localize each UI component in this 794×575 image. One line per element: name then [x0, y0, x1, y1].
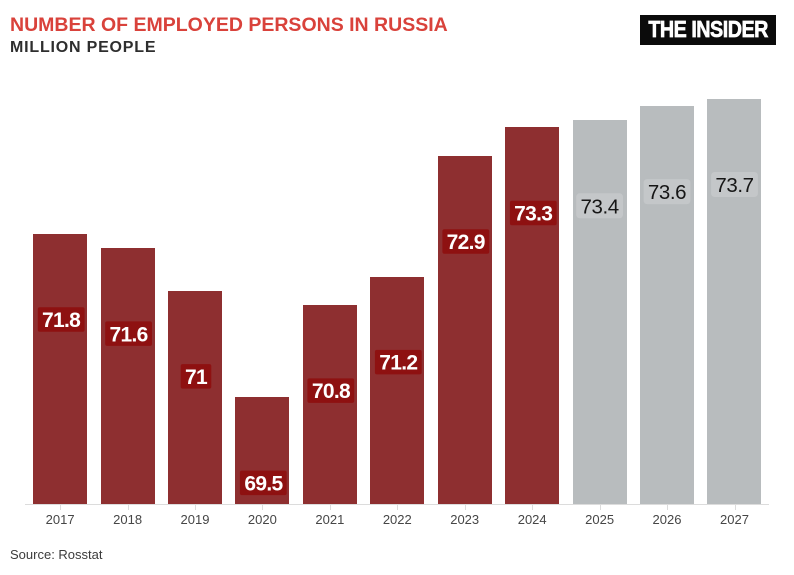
svg-text:73.4: 73.4: [580, 195, 618, 218]
svg-text:71.6: 71.6: [110, 323, 148, 346]
svg-text:73.3: 73.3: [514, 203, 552, 226]
svg-text:71.2: 71.2: [379, 352, 417, 375]
svg-text:73.6: 73.6: [648, 181, 686, 204]
svg-text:71: 71: [185, 366, 208, 389]
svg-text:73.7: 73.7: [715, 174, 753, 197]
svg-text:70.8: 70.8: [312, 380, 351, 403]
svg-text:72.9: 72.9: [447, 231, 485, 254]
svg-text:69.5: 69.5: [244, 473, 283, 496]
svg-text:71.8: 71.8: [42, 309, 81, 332]
